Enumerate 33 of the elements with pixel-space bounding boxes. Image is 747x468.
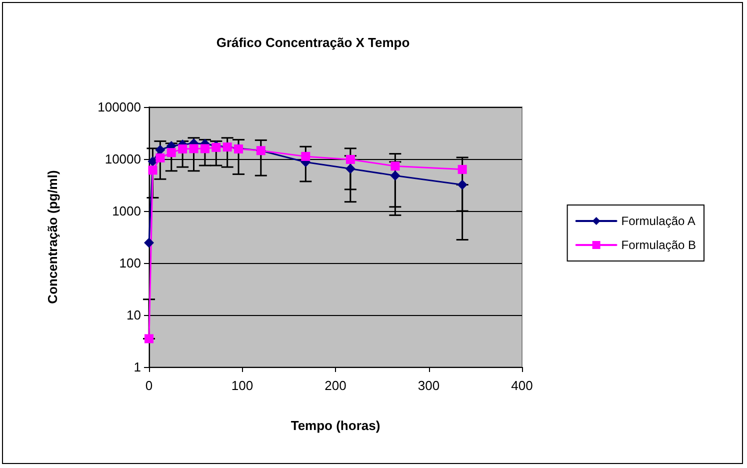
point — [390, 170, 400, 181]
point — [189, 144, 198, 154]
y-tick-label: 100 — [119, 256, 141, 270]
point — [144, 334, 154, 344]
y-tick-label: 1000 — [112, 204, 141, 218]
x-tick-label: 100 — [231, 378, 254, 393]
point — [148, 166, 158, 175]
x-axis-title: Tempo (horas) — [290, 418, 380, 433]
point — [200, 144, 210, 154]
point — [148, 156, 158, 166]
chart-title: Gráfico Concentração X Tempo — [216, 35, 410, 50]
y-tick-label: 100000 — [98, 100, 141, 114]
legend-label: Formulação A — [621, 214, 696, 228]
point — [390, 162, 400, 171]
x-tick-label: 200 — [324, 378, 346, 393]
point — [144, 238, 154, 248]
y-axis-title: Concentração (pg/ml) — [45, 170, 60, 304]
x-tick-label: 300 — [418, 378, 440, 393]
point — [345, 164, 356, 174]
y-tick-label: 10 — [126, 308, 141, 322]
point — [346, 154, 355, 164]
y-tick-label: 10000 — [104, 152, 141, 166]
point — [178, 144, 188, 154]
y-tick-label: 1 — [134, 360, 141, 374]
point — [155, 144, 166, 155]
point — [457, 180, 468, 190]
point — [301, 152, 310, 161]
point — [156, 153, 165, 162]
x-tick-label: 0 — [145, 378, 153, 393]
legend-label: Formulação B — [621, 238, 696, 252]
point — [458, 164, 467, 174]
point — [166, 148, 176, 158]
x-tick-label: 400 — [511, 378, 533, 393]
